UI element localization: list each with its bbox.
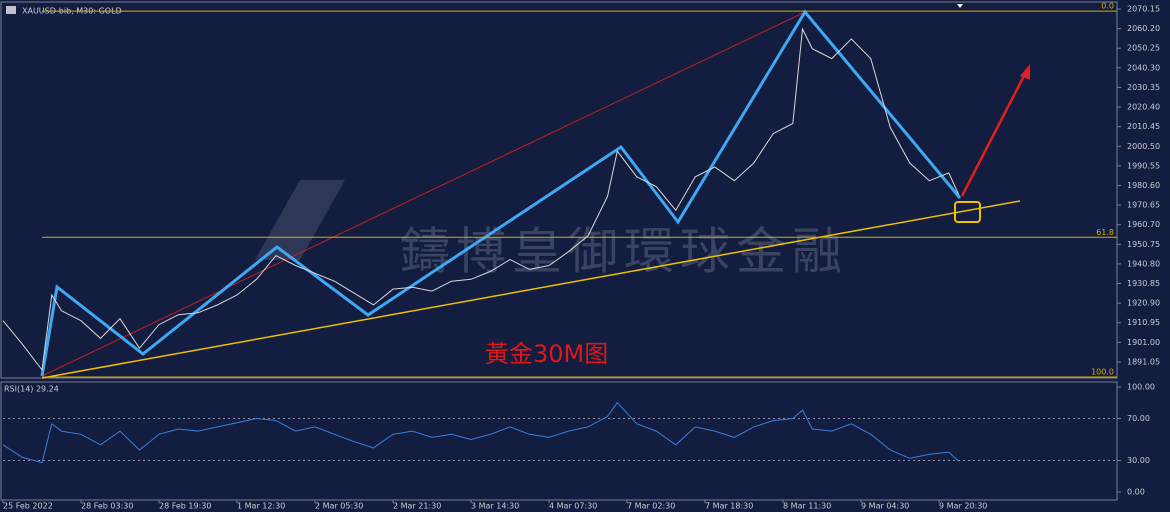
y-tick-label: 1960.70 xyxy=(1127,220,1160,229)
forecast-arrowhead xyxy=(1020,64,1030,80)
zigzag-arrows xyxy=(40,9,962,377)
y-tick-label: 2030.35 xyxy=(1127,83,1160,92)
y-tick-label: 2070.15 xyxy=(1127,5,1160,14)
y-tick-label: 2060.20 xyxy=(1127,24,1160,33)
y-tick-label: 2010.45 xyxy=(1127,122,1160,131)
series-line xyxy=(2,401,959,464)
x-tick-label: 25 Feb 2022 xyxy=(3,502,53,511)
x-tick-label: 8 Mar 11:30 xyxy=(783,502,831,511)
support-box xyxy=(954,201,981,223)
watermark: 鑄博皇御環球金融 xyxy=(400,223,848,281)
y-tick-label: 1970.65 xyxy=(1127,201,1160,210)
x-tick-label: 2 Mar 21:30 xyxy=(393,502,441,511)
y-tick-label: 2020.40 xyxy=(1127,103,1160,112)
shift-marker xyxy=(957,4,963,8)
y-tick-label: 1901.00 xyxy=(1127,338,1160,347)
rsi-pane xyxy=(0,381,1118,501)
trend-line-yellow xyxy=(41,200,1021,379)
x-tick-label: 2 Mar 05:30 xyxy=(315,502,363,511)
fib-label: 61.8 xyxy=(1096,228,1114,237)
y-tick-label: 0.00 xyxy=(1127,488,1145,497)
x-tick-label: 9 Mar 04:30 xyxy=(861,502,909,511)
y-tick-label: 30.00 xyxy=(1127,456,1150,465)
y-tick-label: 1930.85 xyxy=(1127,279,1160,288)
x-tick-label: 28 Feb 19:30 xyxy=(159,502,211,511)
x-tick-label: 7 Mar 18:30 xyxy=(705,502,753,511)
y-tick-label: 2050.25 xyxy=(1127,44,1160,53)
y-tick-label: 1950.75 xyxy=(1127,240,1160,249)
watermark-logo xyxy=(255,180,345,260)
y-tick-label: 1990.55 xyxy=(1127,161,1160,170)
trend-line-red xyxy=(41,11,806,377)
y-tick-label: 2040.30 xyxy=(1127,63,1160,72)
symbol-icon xyxy=(6,6,16,14)
annotation: 黃金30M图 xyxy=(485,340,608,368)
x-tick-label: 3 Mar 14:30 xyxy=(471,502,519,511)
y-tick-label: 1910.95 xyxy=(1127,318,1160,327)
x-tick-label: 4 Mar 07:30 xyxy=(549,502,597,511)
y-tick-label: 1891.05 xyxy=(1127,357,1160,366)
y-tick-label: 1940.80 xyxy=(1127,259,1160,268)
price-pane xyxy=(0,1,1118,379)
y-tick-label: 1980.60 xyxy=(1127,181,1160,190)
fib-label: 100.0 xyxy=(1091,368,1114,377)
rsi-title: RSI(14) 29.24 xyxy=(4,385,59,394)
fib-label: 0.0 xyxy=(1101,2,1114,11)
y-tick-label: 2000.50 xyxy=(1127,142,1160,151)
y-tick-label: 70.00 xyxy=(1127,414,1150,423)
y-tick-label: 1920.90 xyxy=(1127,299,1160,308)
x-tick-label: 9 Mar 20:30 xyxy=(939,502,987,511)
x-tick-label: 28 Feb 03:30 xyxy=(81,502,133,511)
y-tick-label: 100.00 xyxy=(1127,382,1155,391)
x-tick-label: 1 Mar 12:30 xyxy=(237,502,285,511)
forecast-arrow xyxy=(960,71,1028,197)
series-line xyxy=(2,27,960,372)
x-tick-label: 7 Mar 02:30 xyxy=(627,502,675,511)
